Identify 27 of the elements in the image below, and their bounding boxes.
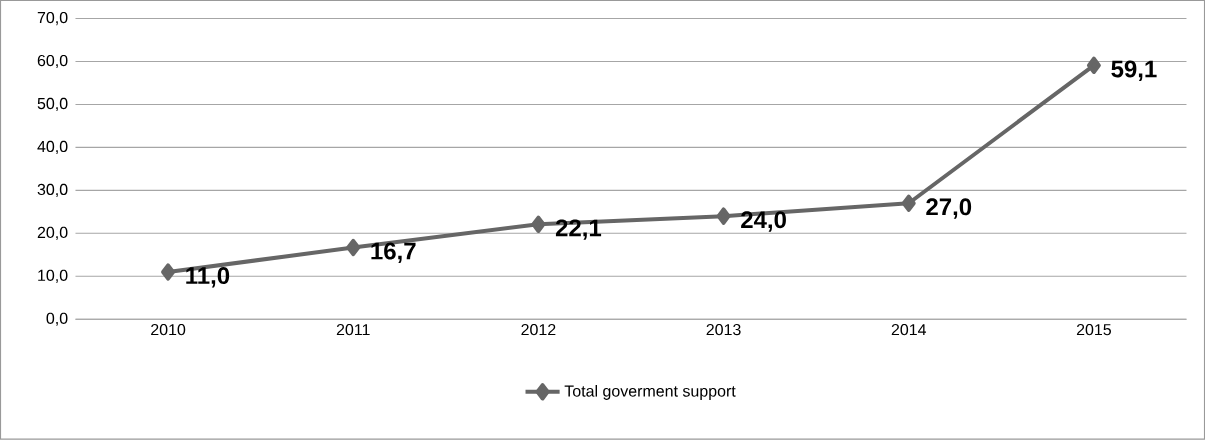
y-tick-label: 60,0 (37, 55, 68, 69)
point (346, 239, 361, 257)
point (161, 263, 176, 281)
y-tick-label: 0,0 (46, 312, 68, 327)
data-label: 59,1 (1111, 60, 1157, 82)
y-tick-label: 70,0 (37, 12, 68, 26)
y-tick-label: 30,0 (37, 183, 68, 198)
legend-label: Total goverment support (564, 385, 736, 401)
data-label: 24,0 (741, 211, 786, 232)
y-tick-label: 10,0 (38, 269, 68, 284)
data-label: 22,1 (555, 219, 602, 241)
point (531, 215, 546, 234)
point (901, 194, 916, 213)
data-label: 16,7 (371, 242, 416, 264)
point (716, 207, 731, 225)
x-tick-label: 2013 (706, 324, 741, 336)
x-tick-label: 2011 (336, 324, 370, 336)
y-tick-label: 50,0 (37, 98, 68, 112)
point (1086, 56, 1101, 75)
x-tick-label: 2015 (1076, 324, 1111, 336)
y-tick-label: 20,0 (37, 226, 68, 241)
data-label: 27,0 (926, 198, 972, 219)
data-label: 11,0 (186, 267, 230, 288)
y-tick-label: 40,0 (37, 140, 68, 155)
x-tick-label: 2012 (521, 324, 556, 336)
x-tick-label: 2014 (891, 324, 927, 336)
x-tick-label: 2010 (151, 324, 186, 336)
